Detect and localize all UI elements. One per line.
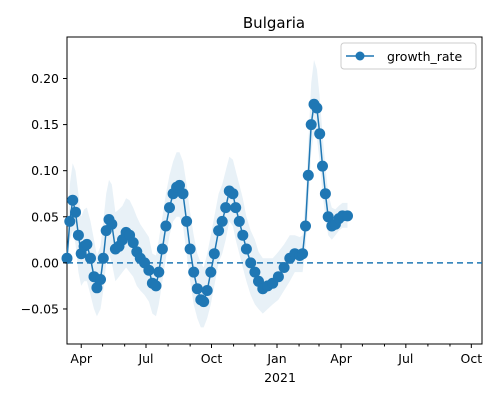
x-tick-label: Jul bbox=[397, 351, 413, 366]
data-point-marker bbox=[164, 202, 175, 214]
data-point-marker bbox=[181, 215, 193, 227]
data-point-marker bbox=[127, 237, 139, 249]
data-point-marker bbox=[95, 274, 106, 285]
data-point-marker bbox=[61, 252, 73, 264]
data-point-marker bbox=[156, 243, 168, 255]
x-axis: Apr Jul Oct Jan Apr Jul Oct bbox=[70, 344, 482, 366]
data-point-marker bbox=[81, 238, 93, 250]
data-point-marker bbox=[160, 220, 172, 232]
y-tick-label: 0.05 bbox=[31, 209, 59, 224]
data-point-marker bbox=[240, 243, 252, 255]
data-point-marker bbox=[201, 285, 213, 296]
data-point-marker bbox=[249, 266, 261, 278]
plot-frame bbox=[66, 36, 483, 345]
data-point-marker bbox=[342, 210, 353, 222]
data-point-marker bbox=[278, 262, 290, 273]
data-point-marker bbox=[227, 188, 239, 200]
data-point-marker bbox=[213, 225, 225, 237]
data-point-marker bbox=[198, 296, 210, 308]
data-point-marker bbox=[150, 280, 162, 292]
data-point-marker bbox=[230, 202, 242, 214]
data-point-marker bbox=[184, 243, 196, 255]
y-tick-label: 0.10 bbox=[31, 163, 59, 178]
data-point-marker bbox=[272, 271, 284, 283]
growth-rate-markers bbox=[61, 98, 353, 308]
data-point-marker bbox=[302, 169, 314, 181]
data-point-marker bbox=[319, 188, 331, 200]
data-point-marker bbox=[174, 179, 185, 191]
data-point-marker bbox=[208, 248, 220, 260]
x-tick-label: Apr bbox=[330, 351, 352, 366]
data-point-marker bbox=[317, 160, 328, 172]
x-year-label: 2021 bbox=[264, 370, 296, 385]
data-point-marker bbox=[143, 264, 155, 276]
x-tick-label: Oct bbox=[461, 351, 483, 366]
data-point-marker bbox=[188, 266, 200, 278]
data-point-marker bbox=[314, 128, 326, 140]
legend-marker-sample bbox=[355, 51, 365, 61]
legend-box bbox=[340, 42, 477, 70]
data-point-marker bbox=[245, 257, 257, 269]
y-axis: −0.05 0.00 0.05 0.10 0.15 0.20 bbox=[21, 71, 67, 316]
x-tick-label: Jul bbox=[137, 351, 153, 366]
data-point-marker bbox=[205, 266, 217, 278]
data-point-marker bbox=[106, 218, 118, 230]
data-point-marker bbox=[72, 229, 84, 241]
y-tick-label: −0.05 bbox=[21, 301, 59, 316]
data-point-marker bbox=[91, 282, 103, 294]
data-point-marker bbox=[97, 252, 109, 264]
data-point-marker bbox=[177, 188, 189, 200]
data-point-marker bbox=[85, 252, 96, 264]
data-point-marker bbox=[237, 229, 249, 241]
data-point-marker bbox=[311, 102, 323, 114]
data-point-marker bbox=[322, 211, 334, 223]
data-point-marker bbox=[70, 206, 81, 218]
data-point-marker bbox=[153, 266, 165, 278]
x-tick-label: Jan bbox=[266, 351, 286, 366]
data-point-marker bbox=[216, 215, 228, 227]
data-point-marker bbox=[297, 248, 309, 260]
x-tick-label: Oct bbox=[201, 351, 223, 366]
legend: growth_rate bbox=[340, 42, 477, 70]
data-point-marker bbox=[64, 215, 76, 227]
data-point-marker bbox=[233, 215, 245, 227]
y-tick-label: 0.20 bbox=[31, 71, 59, 86]
plot-area bbox=[61, 36, 483, 345]
data-point-marker bbox=[67, 194, 79, 206]
x-tick-label: Apr bbox=[70, 351, 92, 366]
data-point-marker bbox=[191, 283, 203, 295]
data-point-marker bbox=[220, 202, 232, 214]
chart-title: Bulgaria bbox=[243, 14, 305, 32]
y-tick-label: 0.15 bbox=[31, 117, 59, 132]
legend-label-growth-rate: growth_rate bbox=[387, 49, 462, 64]
y-tick-label: 0.00 bbox=[31, 255, 59, 270]
data-point-marker bbox=[300, 220, 311, 232]
data-point-marker bbox=[305, 119, 317, 131]
